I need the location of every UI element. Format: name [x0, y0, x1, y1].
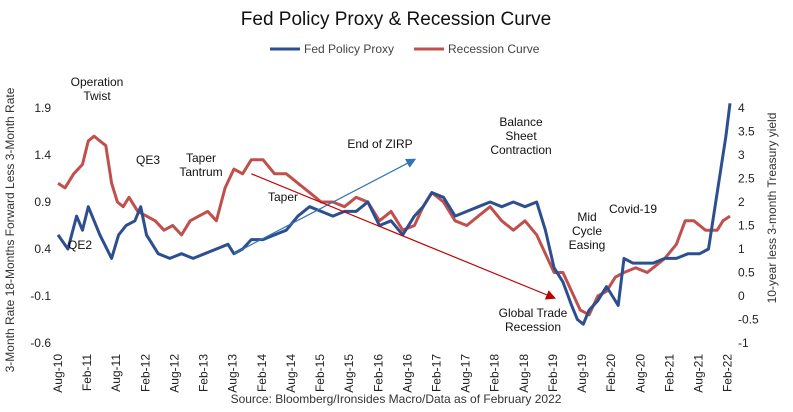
legend-label-fed-policy-proxy: Fed Policy Proxy — [304, 42, 394, 56]
y-right-ticks: 4 3.5 3 2.5 2 1.5 1 0.5 0 -0.5 -1 — [738, 101, 759, 350]
x-tick-label: Feb-20 — [604, 354, 618, 392]
annotation-qe3: QE3 — [136, 153, 160, 167]
x-tick-label: Feb-13 — [197, 354, 211, 392]
x-tick-label: Aug-12 — [167, 354, 181, 393]
y-right-tick-label: -1 — [738, 336, 749, 350]
x-tick-label: Feb-15 — [313, 354, 327, 392]
annotation-layer: Operation Twist QE2 QE3 Taper Tantrum Taper End… — [68, 75, 657, 334]
y-left-tick-label: 1.4 — [34, 148, 51, 162]
series-line-fed-policy-proxy — [56, 103, 732, 326]
x-tick-label: Aug-14 — [284, 354, 298, 393]
y-right-tick-label: 3.5 — [738, 125, 755, 139]
x-tick-label: Aug-13 — [226, 354, 240, 393]
y-right-tick-label: 0 — [738, 289, 745, 303]
red-trend-arrow — [251, 173, 556, 300]
annotation-qe2: QE2 — [68, 238, 92, 252]
x-tick-label: Aug-18 — [517, 354, 531, 393]
source-note: Source: Bloomberg/Ironsides Macro/Data a… — [231, 392, 562, 406]
x-tick-label: Feb-18 — [488, 354, 502, 392]
x-tick-label: Aug-17 — [459, 354, 473, 393]
x-tick-label: Aug-10 — [51, 354, 65, 393]
y-left-tick-label: 0.4 — [34, 242, 51, 256]
x-tick-label: Aug-19 — [575, 354, 589, 393]
x-tick-label: Feb-21 — [662, 354, 676, 392]
arrow-layer — [233, 158, 556, 300]
x-tick-label: Feb-22 — [721, 354, 735, 392]
y-left-tick-label: 1.9 — [34, 101, 51, 115]
x-tick-label: Feb-11 — [80, 354, 94, 391]
y-right-tick-label: 1 — [738, 242, 745, 256]
x-tick-label: Feb-12 — [138, 354, 152, 392]
y-right-tick-label: 0.5 — [738, 266, 755, 280]
x-tick-label: Aug-20 — [633, 354, 647, 393]
y-right-tick-label: -0.5 — [738, 313, 759, 327]
y-left-ticks: 1.9 1.4 0.9 0.4 -0.1 -0.6 — [30, 101, 51, 350]
y-left-axis-label: 3-Month Rate 18-Months Forward Less 3-Mo… — [3, 87, 17, 372]
x-tick-label: Feb-19 — [546, 354, 560, 392]
legend: Fed Policy Proxy Recession Curve — [270, 42, 540, 56]
y-right-tick-label: 1.5 — [738, 219, 755, 233]
x-tick-label: Feb-16 — [371, 354, 385, 392]
x-tick-label: Aug-16 — [400, 354, 414, 393]
x-tick-label: Aug-15 — [342, 354, 356, 393]
series-layer — [56, 103, 732, 326]
x-tick-label: Aug-11 — [109, 354, 123, 392]
x-ticks: Aug-10 Feb-11 Aug-11 Feb-12 Aug-12 Feb-13 Aug-… — [51, 354, 735, 393]
annotation-end-of-zirp: End of ZIRP — [347, 137, 412, 151]
annotation-covid-19: Covid-19 — [609, 202, 657, 216]
y-right-tick-label: 2 — [738, 195, 745, 209]
y-right-tick-label: 4 — [738, 101, 745, 115]
annotation-taper: Taper — [268, 190, 298, 204]
annotation-global-trade-recession: Global Trade Recession — [499, 306, 568, 334]
annotation-operation-twist: Operation Twist — [71, 75, 124, 103]
blue-trend-arrow — [233, 158, 417, 255]
y-left-tick-label: 0.9 — [34, 195, 51, 209]
x-tick-label: Feb-14 — [255, 354, 269, 392]
y-left-tick-label: -0.1 — [30, 289, 51, 303]
legend-label-recession-curve: Recession Curve — [448, 42, 540, 56]
y-right-tick-label: 3 — [738, 148, 745, 162]
y-left-tick-label: -0.6 — [30, 336, 51, 350]
y-right-tick-label: 2.5 — [738, 172, 755, 186]
x-tick-label: Aug-21 — [692, 354, 706, 393]
y-right-axis-label: 10-year less 3-month Treasury yield — [765, 113, 779, 304]
annotation-balance-sheet-contraction: Balance Sheet Contraction — [490, 115, 551, 157]
x-tick-label: Feb-17 — [430, 354, 444, 392]
annotation-mid-cycle-easing: Mid Cycle Easing — [569, 210, 606, 252]
annotation-taper-tantrum: Taper Tantrum — [179, 151, 222, 179]
chart-title: Fed Policy Proxy & Recession Curve — [241, 9, 551, 30]
